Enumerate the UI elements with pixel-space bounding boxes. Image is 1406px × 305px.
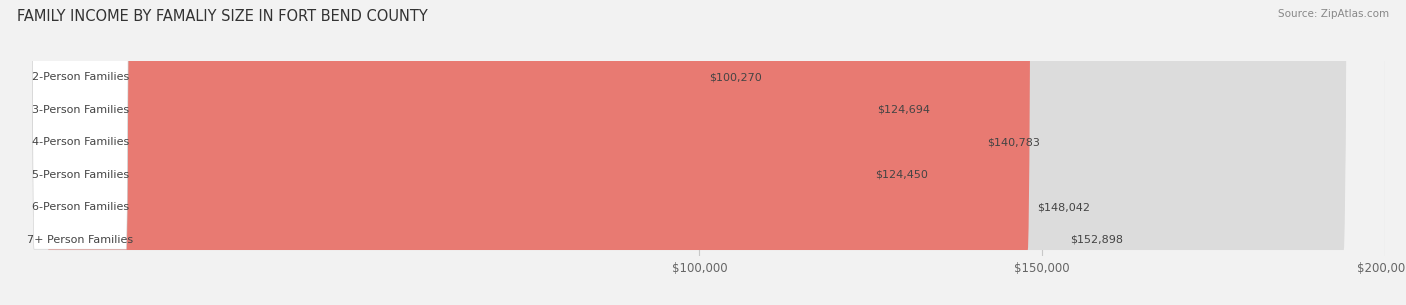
Text: $148,042: $148,042 — [1038, 203, 1090, 212]
FancyBboxPatch shape — [14, 0, 1385, 87]
FancyBboxPatch shape — [14, 0, 1385, 120]
Text: 5-Person Families: 5-Person Families — [32, 170, 129, 180]
FancyBboxPatch shape — [14, 0, 979, 152]
FancyBboxPatch shape — [17, 0, 143, 152]
FancyBboxPatch shape — [14, 0, 702, 87]
FancyBboxPatch shape — [14, 0, 869, 120]
Text: $140,783: $140,783 — [987, 137, 1040, 147]
FancyBboxPatch shape — [17, 0, 143, 87]
Text: 4-Person Families: 4-Person Families — [31, 137, 129, 147]
FancyBboxPatch shape — [17, 0, 143, 217]
Text: FAMILY INCOME BY FAMALIY SIZE IN FORT BEND COUNTY: FAMILY INCOME BY FAMALIY SIZE IN FORT BE… — [17, 9, 427, 24]
FancyBboxPatch shape — [14, 0, 1385, 185]
FancyBboxPatch shape — [17, 0, 143, 184]
Text: $124,694: $124,694 — [877, 105, 929, 115]
Text: $100,270: $100,270 — [710, 72, 762, 82]
Text: 2-Person Families: 2-Person Families — [31, 72, 129, 82]
FancyBboxPatch shape — [17, 0, 143, 119]
Text: Source: ZipAtlas.com: Source: ZipAtlas.com — [1278, 9, 1389, 19]
Text: 3-Person Families: 3-Person Families — [32, 105, 129, 115]
Text: 6-Person Families: 6-Person Families — [32, 203, 129, 212]
FancyBboxPatch shape — [17, 0, 143, 249]
FancyBboxPatch shape — [14, 0, 1385, 217]
FancyBboxPatch shape — [14, 0, 1062, 250]
FancyBboxPatch shape — [14, 0, 1385, 152]
FancyBboxPatch shape — [14, 0, 1029, 217]
Text: $152,898: $152,898 — [1070, 235, 1123, 245]
FancyBboxPatch shape — [14, 0, 868, 185]
Text: 7+ Person Families: 7+ Person Families — [27, 235, 134, 245]
Text: $124,450: $124,450 — [876, 170, 928, 180]
FancyBboxPatch shape — [14, 0, 1385, 250]
